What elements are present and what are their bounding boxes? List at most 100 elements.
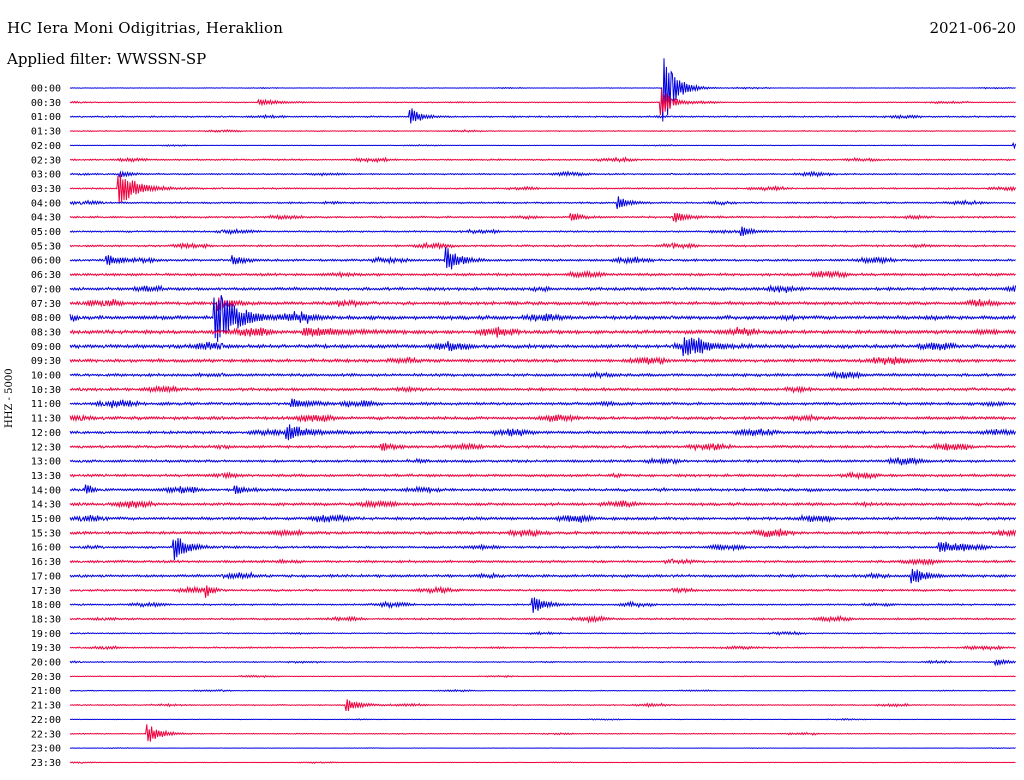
time-tick-label: 18:00 — [31, 600, 61, 611]
trace-0200 — [69, 142, 1017, 150]
time-tick-label: 09:30 — [31, 356, 61, 367]
trace-1530 — [69, 528, 1017, 538]
trace-0530 — [69, 241, 1016, 251]
time-tick-label: 06:30 — [31, 270, 61, 281]
trace-1230 — [69, 442, 1016, 452]
time-tick-label: 21:30 — [31, 701, 61, 712]
time-tick-label: 15:30 — [31, 528, 61, 539]
time-tick-label: 21:00 — [31, 686, 61, 697]
trace-0000 — [69, 58, 1016, 122]
time-tick-label: 01:00 — [31, 112, 61, 123]
trace-1030 — [69, 384, 1016, 394]
trace-0500 — [69, 226, 1016, 237]
trace-1800 — [69, 597, 1016, 613]
trace-1730 — [69, 585, 1016, 598]
trace-1600 — [69, 538, 1016, 561]
time-tick-label: 20:30 — [31, 672, 61, 683]
trace-0730 — [69, 295, 1017, 312]
time-tick-label: 02:30 — [31, 155, 61, 166]
time-tick-label: 13:00 — [31, 457, 61, 468]
station-title: HC Iera Moni Odigitrias, Heraklion — [7, 19, 284, 37]
trace-0330 — [69, 173, 1017, 204]
trace-0400 — [69, 196, 1016, 210]
time-tick-label: 15:00 — [31, 514, 61, 525]
time-tick-label: 00:00 — [31, 84, 61, 95]
time-tick-label: 04:00 — [31, 198, 61, 209]
trace-2030 — [69, 674, 1016, 679]
trace-2230 — [69, 724, 1016, 742]
time-tick-label: 13:30 — [31, 471, 61, 482]
trace-2300 — [69, 747, 1016, 750]
trace-0130 — [69, 128, 1016, 133]
time-tick-label: 16:30 — [31, 557, 61, 568]
trace-0430 — [69, 212, 1016, 223]
trace-1430 — [69, 499, 1017, 509]
time-tick-label: 07:30 — [31, 299, 61, 310]
trace-1000 — [69, 370, 1017, 380]
time-tick-label: 22:30 — [31, 729, 61, 740]
time-tick-label: 01:30 — [31, 127, 61, 138]
trace-0830 — [69, 326, 1017, 338]
time-tick-label: 06:00 — [31, 256, 61, 267]
trace-1830 — [69, 614, 1016, 624]
trace-0100 — [69, 108, 1016, 124]
trace-1100 — [69, 398, 1017, 409]
trace-1900 — [69, 630, 1016, 637]
trace-1630 — [69, 557, 1016, 567]
filter-label: Applied filter: WWSSN-SP — [7, 50, 207, 68]
trace-1930 — [69, 644, 1016, 651]
time-tick-label: 05:00 — [31, 227, 61, 238]
time-tick-label: 23:30 — [31, 758, 61, 769]
trace-0630 — [69, 269, 1016, 280]
time-tick-label: 16:00 — [31, 543, 61, 554]
trace-1700 — [69, 568, 1017, 584]
time-tick-label: 05:30 — [31, 241, 61, 252]
time-tick-label: 00:30 — [31, 98, 61, 109]
trace-2200 — [69, 717, 1016, 721]
time-tick-label: 09:00 — [31, 342, 61, 353]
trace-1330 — [69, 470, 1016, 481]
time-tick-label: 14:30 — [31, 500, 61, 511]
time-tick-label: 12:00 — [31, 428, 61, 439]
time-tick-label: 08:00 — [31, 313, 61, 324]
trace-0230 — [69, 156, 1016, 164]
trace-0930 — [69, 356, 1016, 366]
time-tick-label: 10:30 — [31, 385, 61, 396]
time-tick-label: 12:30 — [31, 442, 61, 453]
time-tick-label: 19:00 — [31, 629, 61, 640]
time-tick-label: 03:00 — [31, 170, 61, 181]
time-tick-label: 04:30 — [31, 213, 61, 224]
trace-1500 — [69, 513, 1017, 524]
trace-0700 — [69, 284, 1017, 293]
time-tick-label: 14:00 — [31, 485, 61, 496]
time-tick-label: 10:00 — [31, 371, 61, 382]
trace-0800 — [69, 294, 1017, 342]
time-tick-label: 17:00 — [31, 571, 61, 582]
time-tick-label: 11:30 — [31, 414, 61, 425]
date-label: 2021-06-20 — [929, 19, 1016, 37]
time-tick-label: 18:30 — [31, 614, 61, 625]
time-tick-label: 22:00 — [31, 715, 61, 726]
time-tick-label: 20:00 — [31, 658, 61, 669]
trace-0900 — [69, 337, 1017, 357]
time-tick-label: 23:00 — [31, 744, 61, 755]
time-tick-label: 19:30 — [31, 643, 61, 654]
trace-2100 — [69, 688, 1016, 693]
trace-1200 — [69, 424, 1017, 441]
trace-2000 — [69, 658, 1016, 667]
time-tick-label: 02:00 — [31, 141, 61, 152]
trace-2330 — [69, 761, 1016, 764]
time-tick-label: 07:00 — [31, 284, 61, 295]
time-tick-label: 08:30 — [31, 327, 61, 338]
time-tick-label: 17:30 — [31, 586, 61, 597]
trace-0300 — [69, 170, 1016, 178]
trace-1400 — [69, 484, 1016, 495]
trace-2130 — [69, 699, 1016, 712]
trace-1300 — [69, 456, 1016, 466]
time-tick-label: 11:00 — [31, 399, 61, 410]
trace-1130 — [69, 413, 1017, 424]
trace-0030 — [69, 88, 1016, 116]
time-tick-label: 03:30 — [31, 184, 61, 195]
trace-0600 — [69, 247, 1016, 270]
